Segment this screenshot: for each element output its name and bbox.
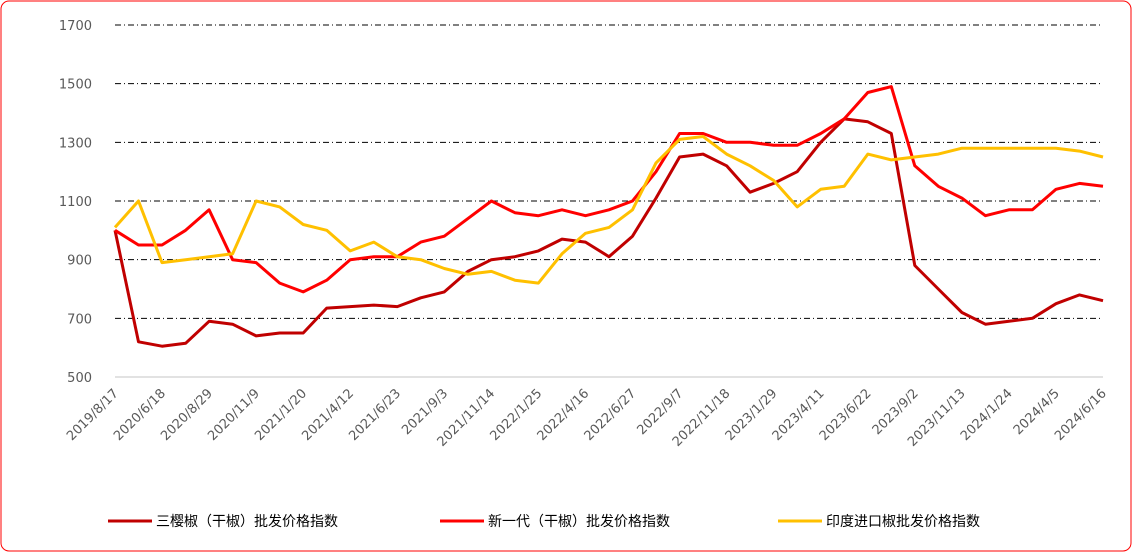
series-line [113,135,1104,285]
series-line [113,117,1104,348]
y-tick-label: 700 [67,312,92,327]
y-tick-label: 1300 [59,136,92,151]
legend-label: 三樱椒（干椒）批发价格指数 [156,513,338,530]
y-tick-label: 900 [67,254,92,269]
y-tick-label: 500 [67,371,92,386]
y-tick-label: 1700 [59,19,92,34]
legend: 三樱椒（干椒）批发价格指数 新一代（干椒）批发价格指数 印度进口椒批发价格指数 [108,513,980,530]
y-tick-label: 1500 [59,78,92,93]
series-line [114,85,1104,294]
y-tick-label: 1100 [59,195,92,210]
legend-label: 印度进口椒批发价格指数 [826,514,980,530]
legend-label: 新一代（干椒）批发价格指数 [488,514,670,530]
